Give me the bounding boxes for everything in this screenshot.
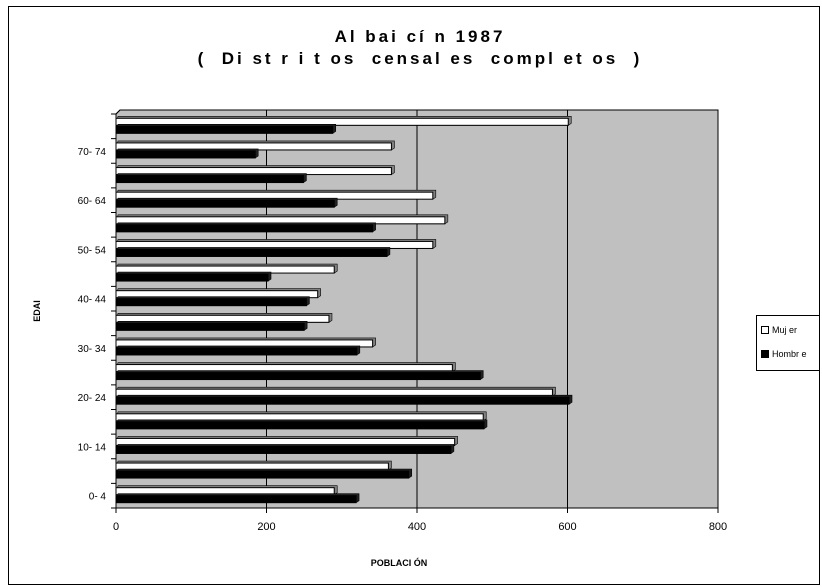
x-tick-label-3: 600: [558, 521, 576, 533]
chart-title: Al bai cí n 1987: [334, 27, 506, 46]
y-tick-label-8: 40- 44: [78, 295, 107, 306]
x-axis-title: POBLACI ÓN: [371, 557, 428, 568]
bar-hombre-1: [115, 470, 410, 479]
y-axis-title: EDAI: [32, 300, 42, 322]
y-tick-label-2: 10- 14: [78, 442, 107, 453]
bar-hombre-2: [115, 445, 452, 454]
y-tick-label-10: 50- 54: [78, 245, 107, 256]
bar-hombre-6: [115, 347, 358, 356]
bar-hombre-4: [115, 396, 570, 405]
plot-edge: [115, 109, 121, 115]
bar-hombre-10: [115, 248, 388, 257]
y-tick-label-0: 0- 4: [89, 492, 107, 503]
legend-swatch-mujer: [761, 326, 769, 334]
bar-hombre-9: [115, 273, 269, 282]
x-tick-label-2: 400: [408, 521, 426, 533]
y-tick-label-12: 60- 64: [78, 196, 107, 207]
y-tick-label-4: 20- 24: [78, 393, 107, 404]
bar-hombre-5: [115, 372, 481, 381]
bar-hombre-12: [115, 199, 335, 208]
bar-hombre-14: [115, 150, 256, 159]
bar-hombre-8: [115, 298, 307, 307]
x-tick-label-1: 200: [257, 521, 275, 533]
chart-subtitle: ( Di st r i t os censal es compl et os ): [197, 49, 643, 68]
y-tick-label-14: 70- 74: [78, 147, 107, 158]
legend: Muj er Hombr e: [756, 315, 820, 371]
bar-mujer-15: [115, 117, 569, 126]
chart-title-block: Al bai cí n 1987 ( Di st r i t os censal…: [0, 26, 822, 70]
bar-hombre-3: [115, 421, 485, 430]
bar-hombre-7: [115, 322, 305, 331]
legend-item-mujer: Muj er: [761, 325, 797, 335]
bar-hombre-15: [115, 125, 334, 134]
legend-label-hombre: Hombr e: [772, 349, 807, 359]
x-tick-label-4: 800: [709, 521, 727, 533]
y-tick-label-6: 30- 34: [78, 344, 107, 355]
bar-hombre-11: [115, 224, 374, 233]
legend-item-hombre: Hombr e: [761, 349, 807, 359]
bar-hombre-13: [115, 175, 304, 184]
bar-hombre-0: [115, 495, 357, 504]
legend-swatch-hombre: [761, 350, 769, 358]
legend-label-mujer: Muj er: [772, 325, 798, 335]
x-tick-label-0: 0: [113, 521, 119, 533]
